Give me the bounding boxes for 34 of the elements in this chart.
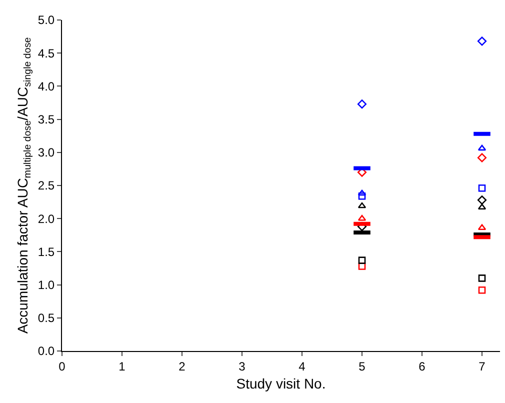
point [478, 286, 486, 294]
point [478, 144, 486, 151]
x-tick-label: 7 [478, 359, 486, 374]
x-tick-label: 1 [118, 359, 126, 374]
point [358, 214, 366, 221]
point [478, 224, 486, 230]
y-tick-label: 1.0 [38, 278, 55, 292]
x-axis-title: Study visit No. [236, 376, 326, 392]
point [358, 192, 366, 200]
point [478, 184, 486, 192]
y-tick-label: 0.0 [38, 344, 55, 358]
y-tick-label: 4.5 [38, 46, 55, 60]
y-tick-label: 2.0 [38, 212, 55, 226]
x-tick-label: 4 [298, 359, 306, 374]
y-tick-label: 3.5 [38, 112, 55, 126]
y-tick-label: 1.5 [38, 244, 55, 259]
point [358, 190, 366, 196]
point [358, 202, 366, 208]
y-tick-label: 3.0 [38, 146, 55, 160]
y-tick-label: 4.0 [38, 79, 55, 94]
point [357, 100, 367, 109]
x-tick-label: 3 [238, 359, 246, 374]
x-tick-label: 2 [178, 359, 186, 374]
point [477, 196, 487, 205]
x-tick-label: 6 [418, 359, 426, 374]
point [478, 274, 486, 282]
point [358, 256, 366, 264]
x-tick-label: 5 [358, 359, 366, 374]
point [477, 153, 487, 162]
point [477, 36, 487, 46]
y-tick-label: 2.5 [38, 178, 55, 193]
y-tick-label: 5.0 [38, 13, 55, 28]
x-tick-label: 0 [58, 359, 66, 374]
y-tick-label: 0.5 [38, 311, 55, 326]
